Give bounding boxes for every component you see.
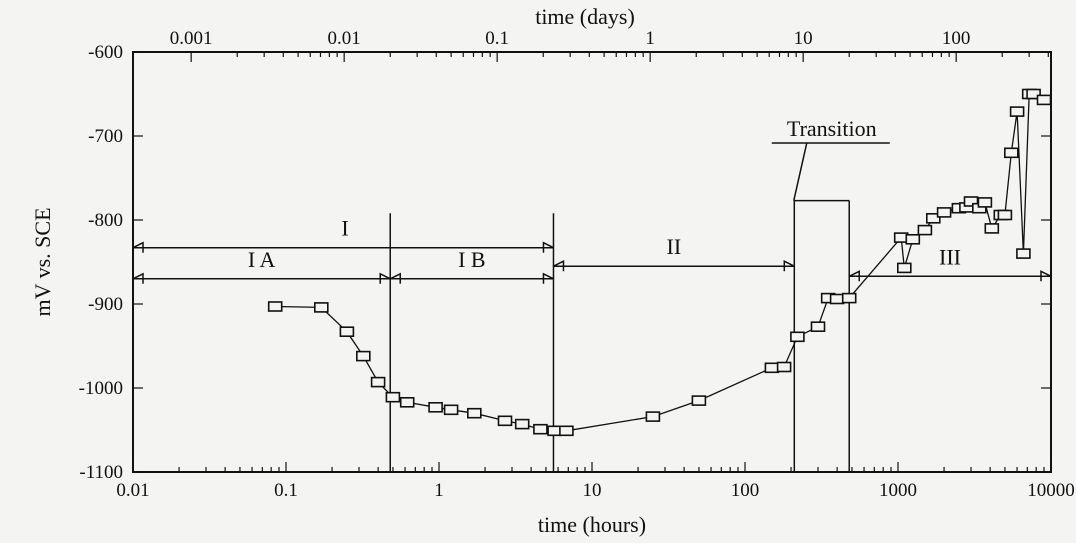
data-point [385,391,401,403]
data-point [1003,147,1019,159]
data-point [1016,248,1031,259]
data-point [925,213,941,224]
data-point [984,223,1000,234]
data-point [841,292,857,304]
series-layer [267,88,1052,437]
x-tick-label: 100 [731,480,760,501]
arrow-head [783,259,795,272]
region-label: I A [248,247,276,272]
arrow-head [379,272,391,284]
data-point [896,262,912,274]
data-point [313,302,329,313]
y-axis-title: mV vs. SCE [30,207,55,316]
data-point [691,395,707,406]
data-point [1009,106,1025,117]
data-point [810,321,826,333]
data-point [559,425,574,437]
data-point [997,209,1013,221]
data-point [497,415,513,427]
x-tick-label: 0.01 [116,480,149,501]
data-point [917,224,933,236]
data-point [977,197,993,208]
data-point [355,350,371,362]
data-point [790,331,805,343]
arrow-head [553,259,565,272]
x-top-tick-label: 0.01 [328,28,361,49]
x-tick-label: 10 [583,480,602,501]
region-label: II [667,234,682,259]
region-label: I B [458,247,486,272]
arrow-head [1040,270,1052,282]
y-tick-label: -700 [88,126,123,147]
arrow-head [542,241,554,253]
axis-ticks: 0.01 0.1 1 10 100 1000 10000 0.001 0.01 0.1 1 10 100… [79,28,1075,501]
data-point [936,207,952,218]
x-tick-label: 1000 [879,480,917,501]
data-point [764,362,780,374]
x-top-tick-label: 100 [942,28,971,49]
y-tick-label: -1000 [79,378,123,399]
data-point [963,196,979,207]
data-point [1026,88,1041,100]
region-label: I [341,216,348,241]
x-tick-label: 10000 [1027,480,1075,501]
data-point [776,361,792,373]
y-tick-label: -800 [88,210,123,231]
data-point [829,293,845,305]
data-point [339,326,355,338]
data-point [533,423,548,435]
x-top-tick-label: 0.1 [485,28,509,49]
data-point [267,301,283,312]
data-point [514,418,530,430]
y-tick-label: -600 [88,42,123,63]
x-tick-label: 1 [434,480,444,501]
x-tick-label: 0.1 [274,480,298,501]
arrow-head [132,272,144,284]
x-top-axis-title: time (days) [535,4,635,29]
data-point [466,407,482,419]
arrow-head [132,241,144,253]
data-point [1036,94,1052,106]
x-top-tick-label: 0.001 [170,28,213,49]
data-point [428,401,443,413]
x-top-tick-label: 1 [645,28,655,49]
data-point [443,404,459,416]
arrow-head [848,270,860,282]
y-tick-label: -900 [88,294,123,315]
transition-leader-line [793,142,808,201]
x-top-tick-label: 10 [794,28,813,49]
data-point [645,411,661,422]
transition-label: Transition [787,116,877,141]
data-point [370,376,386,388]
arrow-head [389,272,401,284]
arrow-head [542,272,554,284]
data-point [905,234,921,245]
data-point [399,396,415,408]
region-label: III [939,244,961,269]
y-tick-label: -1100 [79,462,123,483]
x-axis-title: time (hours) [538,512,646,537]
